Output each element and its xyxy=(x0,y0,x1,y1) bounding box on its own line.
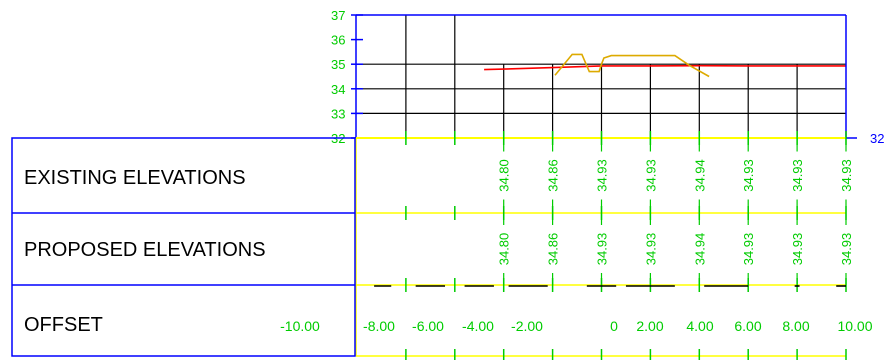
proposed-elevation-values: 34.80 34.86 34.93 34.93 34.94 34.93 34.93 34.93 xyxy=(497,213,854,285)
elevation-value: 34.93 xyxy=(790,159,805,192)
elevation-value: 34.93 xyxy=(741,233,756,266)
offset-value: -6.00 xyxy=(412,318,444,334)
y-tick-label: 35 xyxy=(331,57,345,72)
elevation-value: 34.86 xyxy=(546,233,561,266)
elevation-value: 34.93 xyxy=(643,159,658,192)
y-axis-ticks xyxy=(351,14,363,139)
offset-value: 8.00 xyxy=(782,318,809,334)
data-band: EXISTING ELEVATIONS PROPOSED ELEVATIONS … xyxy=(11,131,873,360)
profile-series xyxy=(484,53,846,78)
existing-profile-line xyxy=(484,64,846,71)
offset-value: -8.00 xyxy=(363,318,395,334)
elevation-value: 34.93 xyxy=(741,159,756,192)
elevation-value: 34.94 xyxy=(692,233,707,266)
elevation-value: 34.93 xyxy=(839,233,854,266)
elevation-value: 34.93 xyxy=(643,233,658,266)
existing-elevation-values: 34.80 34.86 34.93 34.93 34.94 34.93 34.93 34.93 xyxy=(497,138,854,213)
offset-value: -4.00 xyxy=(462,318,494,334)
offset-value: 4.00 xyxy=(686,318,713,334)
y-tick-label: 36 xyxy=(331,33,345,48)
vertical-gridlines xyxy=(405,15,798,138)
label-panel xyxy=(11,137,356,357)
elevation-value: 34.80 xyxy=(497,159,512,192)
elevation-value: 34.80 xyxy=(497,233,512,266)
y-tick-label: 37 xyxy=(331,8,345,23)
y-tick-label: 34 xyxy=(331,82,345,97)
elevation-value: 34.93 xyxy=(595,159,610,192)
elevation-value: 34.93 xyxy=(839,159,854,192)
elevation-value: 34.93 xyxy=(790,233,805,266)
y-tick-label: 33 xyxy=(331,106,345,121)
offset-values: -10.00 -8.00 -6.00 -4.00 -2.00 0 2.00 4.00 6.00 8… xyxy=(280,318,873,334)
right-axis-label: 32 xyxy=(870,131,884,146)
row-label-existing: EXISTING ELEVATIONS xyxy=(24,167,246,189)
offset-value: -2.00 xyxy=(511,318,543,334)
offset-value: 10.00 xyxy=(837,318,872,334)
elevation-value: 34.94 xyxy=(692,159,707,192)
proposed-profile-line xyxy=(554,53,710,78)
elevation-value: 34.93 xyxy=(595,233,610,266)
row-label-offset: OFFSET xyxy=(24,314,103,336)
elevation-value: 34.86 xyxy=(546,159,561,192)
offset-value: 0 xyxy=(610,318,618,334)
offset-value: 6.00 xyxy=(734,318,761,334)
offset-value: 2.00 xyxy=(636,318,663,334)
row-label-proposed: PROPOSED ELEVATIONS xyxy=(24,239,266,261)
offset-value: -10.00 xyxy=(280,318,320,334)
